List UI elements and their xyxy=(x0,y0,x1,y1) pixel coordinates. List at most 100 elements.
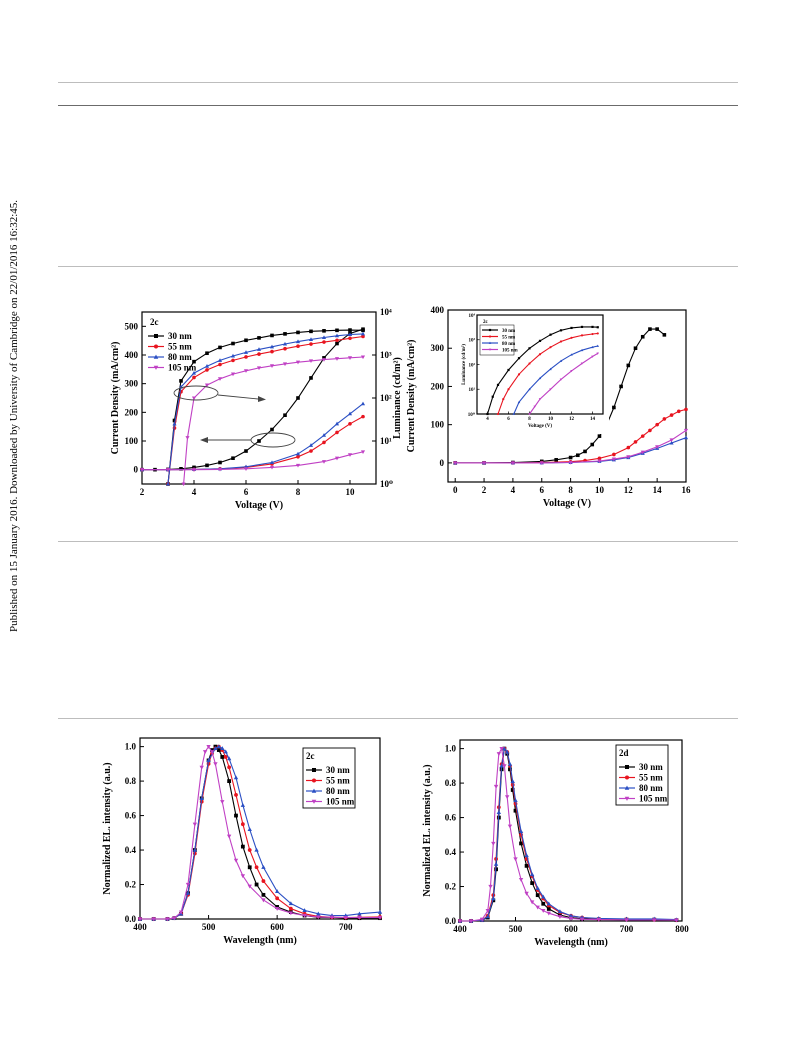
figure-jv-2d: 0 2 4 6 8 10 12 14 16 0 100 200 300 400 Voltage (V) Cur… xyxy=(406,305,691,509)
el-2c-55nm-point-19 xyxy=(261,879,266,883)
el-2c-30nm-point-12 xyxy=(220,755,225,759)
jv-2d-inset-80nm-point-1 xyxy=(517,400,521,404)
el-2c-plot-frame xyxy=(139,737,381,920)
el-2c-legend-label-1: 55 nm xyxy=(326,776,350,786)
jv-2d-xtick-label-1: 2 xyxy=(482,485,487,495)
jv-2d-55nm-point-10 xyxy=(640,434,645,438)
el-2c-80nm-point-7 xyxy=(199,796,204,800)
jvl-2c-luminance-80nm-point-1 xyxy=(172,421,177,426)
jv-2d-inset-105nm-point-0 xyxy=(528,413,531,416)
jv-2d-series-group xyxy=(453,327,689,466)
figure-jvl-2c: 2 4 6 8 10010020030040050010⁰10¹10²10³10⁴Vol… xyxy=(110,307,403,511)
jvl-2c-luminance-80nm-point-4 xyxy=(204,364,210,368)
el-2d-80nm-point-19 xyxy=(557,909,563,914)
jvl-2c-luminance-105nm-point-6 xyxy=(243,369,249,373)
jv-2d-inset-55nm-line xyxy=(497,332,598,415)
el-2c-legend-marker-0 xyxy=(312,768,316,772)
jv-2d-inset-55nm-point-7 xyxy=(559,340,563,343)
el-2c-ytick-label-3: 0.6 xyxy=(125,811,137,821)
el-2c-105nm-point-0 xyxy=(137,917,143,922)
jvl-2c-series-group xyxy=(139,327,366,487)
el-2c-30nm-point-16 xyxy=(247,865,252,870)
el-2c-55nm-point-14 xyxy=(227,765,232,770)
el-2c-30nm-point-19 xyxy=(275,905,280,909)
jv-2d-ylabel: Current Density (mA/cm²) xyxy=(406,340,417,453)
el-2d-legend-label-1: 55 nm xyxy=(639,773,663,783)
jv-2d-30nm-point-11 xyxy=(612,405,616,410)
jv-2d-ytick-label-2: 200 xyxy=(431,381,445,391)
el-2d-80nm-point-4 xyxy=(491,896,496,901)
jv-2d-inset-legend-marker-1 xyxy=(488,335,492,338)
jvl-2c-luminance-30nm-point-8 xyxy=(257,336,261,340)
jv-2d-inset-80nm-point-2 xyxy=(528,387,531,391)
el-2c-legend-label-0: 30 nm xyxy=(326,765,350,775)
el-2c-105nm-point-16 xyxy=(247,884,252,889)
jv-2d-xtick-label-7: 14 xyxy=(653,485,663,495)
el-2c-xtick-label-3: 700 xyxy=(339,922,353,932)
jvl-2c-current-105nm-point-7 xyxy=(321,460,327,464)
jvl-2c-luminance-55nm-point-10 xyxy=(283,346,287,351)
jv-2d-xtick-label-0: 0 xyxy=(453,485,458,495)
el-2c-80nm-point-25 xyxy=(357,911,362,916)
jvl-2c-y2tick-label-1: 10¹ xyxy=(380,436,392,446)
jv-2d-105nm-point-2 xyxy=(510,461,515,466)
el-2c-105nm-point-11 xyxy=(213,762,218,767)
el-2c-105nm-point-1 xyxy=(151,917,156,922)
el-2c-105nm-point-6 xyxy=(192,822,198,827)
jvl-2c-luminance-105nm-point-0 xyxy=(181,482,186,487)
el-2d-80nm-point-8 xyxy=(502,746,507,751)
jvl-2c-luminance-55nm-point-16 xyxy=(361,334,365,339)
jvl-2c-luminance-55nm-point-8 xyxy=(257,352,261,356)
el-2d-105nm-point-25 xyxy=(674,918,679,923)
el-2c-legend-label-2: 80 nm xyxy=(326,786,350,796)
jvl-2c-ytick-label-0: 0 xyxy=(134,465,139,475)
jvl-2c-luminance-105nm-point-8 xyxy=(269,364,275,368)
jvl-2c-luminance-80nm-point-5 xyxy=(217,358,223,362)
el-2c-105nm-point-22 xyxy=(329,915,335,920)
jvl-2c-y2tick-label-4: 10⁴ xyxy=(380,307,392,317)
jv-2d-inset-panel-label: 2c xyxy=(483,320,489,325)
el-2d-80nm-point-9 xyxy=(504,749,510,754)
el-2c-105nm-point-5 xyxy=(185,882,191,887)
jvl-2c-current-80nm-point-5 xyxy=(269,460,275,465)
jv-2d-30nm-point-4 xyxy=(554,458,558,462)
el-2d-legend-label-3: 105 nm xyxy=(639,794,668,804)
jvl-2c-legend-marker-3 xyxy=(153,365,159,370)
jv-2d-105nm-point-6 xyxy=(611,457,616,462)
el-2c-80nm-point-21 xyxy=(302,908,307,912)
jv-2d-inset-55nm-point-10 xyxy=(591,332,594,336)
el-2d-legend-marker-2 xyxy=(624,785,630,790)
el-2d-80nm-point-10 xyxy=(507,761,513,766)
jvl-2c-luminance-30nm-point-4 xyxy=(205,351,209,356)
jvl-2c-current-55nm-point-9 xyxy=(335,430,339,435)
jvl-2c-current-55nm-point-10 xyxy=(348,422,352,426)
jv-2d-ytick-label-4: 400 xyxy=(431,305,445,315)
jv-2d-30nm-point-18 xyxy=(662,333,667,337)
el-2c-80nm-point-9 xyxy=(213,746,218,750)
jvl-2c-luminance-105nm-point-9 xyxy=(282,362,288,367)
jvl-2c-luminance-105nm-point-4 xyxy=(217,377,223,381)
jv-2d-30nm-point-6 xyxy=(576,453,580,458)
el-2c-105nm-point-25 xyxy=(377,916,383,920)
el-2d-80nm-line xyxy=(460,747,677,922)
el-2c-105nm-point-12 xyxy=(220,800,225,805)
jvl-2c-luminance-30nm-point-1 xyxy=(172,418,177,423)
el-2d-ytick-label-1: 0.2 xyxy=(445,882,457,892)
jvl-2c-ytick-label-2: 200 xyxy=(125,407,139,417)
jv-2d-inset-ytick-label-0: 10⁰ xyxy=(468,412,476,418)
jvl-2c-current-30nm-point-10 xyxy=(270,427,274,432)
el-2c-30nm-point-9 xyxy=(210,748,214,752)
jv-2d-105nm-point-8 xyxy=(640,450,645,455)
jv-2d-105nm-point-10 xyxy=(669,438,674,443)
jvl-2c-current-30nm-point-7 xyxy=(231,456,235,460)
jv-2d-inset-xtick-label-1: 6 xyxy=(507,417,510,422)
el-2d-30nm-point-12 xyxy=(513,808,518,813)
el-2d-ytick-label-2: 0.4 xyxy=(445,847,457,857)
jv-2d-inset-105nm-point-7 xyxy=(591,355,594,358)
jv-2d-55nm-point-14 xyxy=(669,413,674,417)
el-2d-30nm-point-11 xyxy=(510,788,515,792)
jvl-2c-luminance-80nm-point-12 xyxy=(308,337,314,341)
jvl-2c-xtick-label-2: 6 xyxy=(244,487,249,497)
el-2d-105nm-point-4 xyxy=(488,884,493,889)
jv-2d-inset-80nm-point-9 xyxy=(596,344,600,347)
